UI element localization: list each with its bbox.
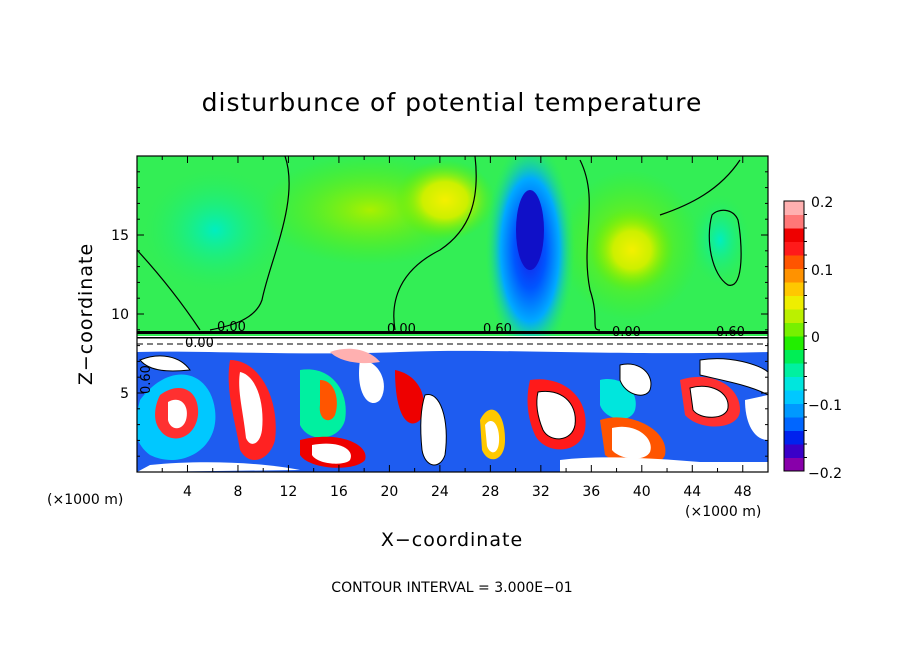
colorbar-swatch [784,309,804,323]
y-tick-label: 15 [111,228,129,244]
contour-label: 0.00 [217,320,246,335]
x-tick-label: 36 [582,484,600,500]
x-tick-label: 40 [633,484,651,500]
colorbar-swatch [784,417,804,431]
warm-region-left [395,160,495,240]
y-axis-label: Z−coordinate [75,243,97,385]
colorbar-swatch [784,295,804,310]
colorbar-swatch [784,322,804,337]
x-tick-label: 16 [330,484,348,500]
colorbar-tick-label: −0.1 [808,398,842,414]
x-unit-label-left: (×1000 m) [47,492,123,508]
contour-line [137,249,201,331]
contour-line [708,209,742,286]
contour-label: 0.00 [185,336,214,351]
plot-area [137,156,768,472]
colorbar-swatch [784,241,804,256]
colorbar-swatch [784,268,804,283]
x-tick-label: 48 [734,484,752,500]
inversion-line [137,337,768,339]
colorbar-swatch [784,282,804,296]
x-tick-label: 20 [380,484,398,500]
x-tick-label: 32 [532,484,550,500]
colorbar-swatch [784,336,804,350]
x-axis-label: X−coordinate [381,529,523,551]
colorbar-swatch [784,457,804,472]
cold-core [516,190,544,270]
x-tick-label: 28 [481,484,499,500]
colorbar-tick-label: −0.2 [808,466,842,482]
contour-label: 0.00 [387,322,416,337]
x-unit-label-right: (×1000 m) [685,504,761,520]
contour-line [393,156,477,331]
contour-label: 0.60 [139,365,154,394]
contour-line [579,159,601,331]
colorbar-swatch [784,444,804,458]
colorbar-tick-label: 0.1 [811,263,833,279]
warm-anomaly [590,208,674,292]
x-tick-label: 44 [683,484,701,500]
contour-line [659,159,741,216]
x-tick-label: 24 [431,484,449,500]
colorbar-swatch [784,376,804,391]
colorbar-swatch [784,390,804,404]
x-axis: 4 8 12 16 20 24 28 32 36 40 44 48 [161,156,752,500]
colorbar-swatch [784,214,804,229]
inversion-line [137,331,768,334]
colorbar-swatch [784,201,804,215]
cool-region-right [690,195,750,285]
inversion-band [137,336,768,354]
y-axis: 5 10 15 [111,171,768,457]
colorbar-swatch [784,255,804,269]
chart-title: disturbunce of potential temperature [202,88,703,117]
contour-label: 0.60 [716,325,745,340]
colorbar-tick-label: 0.2 [811,195,833,211]
colorbar-swatch [784,349,804,364]
x-tick-label: 4 [183,484,192,500]
x-tick-label: 8 [233,484,242,500]
contour-line [209,156,290,331]
colorbar-tick-label: 0 [811,330,820,346]
colorbar-swatch [784,430,804,445]
contour-label: 0.00 [612,325,641,340]
y-tick-label: 10 [111,307,129,323]
colorbar [783,200,807,472]
contour-label: 0.60 [483,322,512,337]
turbulent-eddies [137,348,768,472]
y-tick-label: 5 [120,386,129,402]
contour-interval-note: CONTOUR INTERVAL = 3.000E−01 [331,580,572,596]
teal-region [145,170,285,290]
colorbar-swatch [784,363,804,377]
colorbar-swatch [784,403,804,418]
x-tick-label: 12 [280,484,298,500]
colorbar-swatch [784,228,804,242]
